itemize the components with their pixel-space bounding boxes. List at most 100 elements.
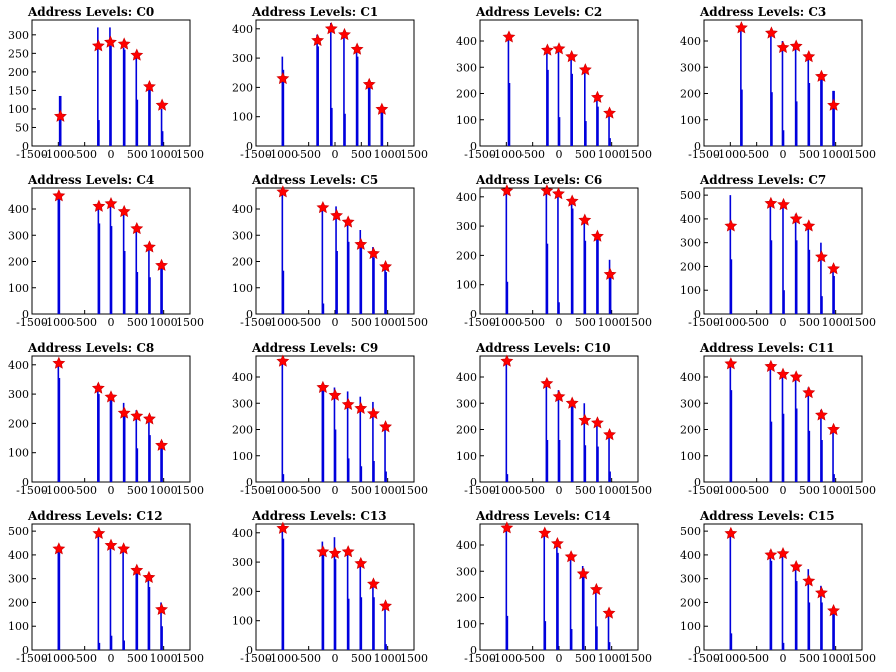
chart-panel: Address Levels: C12 0 100 200 300 400 500 -1500… [0,504,224,672]
bar [583,217,586,314]
y-tick-label: 200 [232,81,253,94]
star-marker [827,604,840,617]
bar [570,629,573,650]
star-marker [551,536,564,550]
chart-svg: Address Levels: C1 0 100 200 300 400 -1500-100… [232,5,428,161]
y-tick-label: 400 [680,35,701,48]
bar [123,408,126,482]
bar [595,588,597,650]
y-tick-label: 0 [246,140,253,153]
chart-title: Address Levels: C14 [475,509,611,523]
bar [136,272,139,314]
x-tick-label: 1500 [176,148,204,161]
y-tick-label: 200 [456,424,477,437]
bar [123,49,126,146]
x-tick-label: 500 [575,316,596,329]
chart-panel: Address Levels: C8 0 100 200 300 400 -1500 -100… [0,336,224,504]
bar [355,52,358,146]
star-marker [350,42,364,55]
chart-svg: Address Levels: C2 0 100 200 300 400 -1500-100… [456,5,652,161]
x-tick-label: -1500 [240,652,272,665]
chart-svg: Address Levels: C15 0 100 200 300 400 500 -1500… [680,509,876,665]
y-tick-label: 100 [232,111,253,124]
star-marker [354,237,368,250]
bar [506,615,509,650]
x-tick-label: 0 [780,316,787,329]
bar [282,270,285,314]
bar [729,533,732,650]
star-marker [552,389,566,403]
bar [557,47,560,146]
chart-svg: Address Levels: C5 0 100 200 300 400 -1500-100… [232,173,428,329]
bar [333,537,336,650]
y-tick-label: 0 [470,308,477,321]
x-tick-label: 0 [332,148,339,161]
x-tick-label: -1000 [42,652,74,665]
y-tick-label: 400 [232,203,253,216]
y-tick-label: 50 [15,121,29,134]
bar [281,56,284,146]
star-marker [328,546,342,559]
x-tick-label: 0 [108,652,115,665]
star-marker [578,213,592,226]
y-tick-label: 100 [680,450,701,463]
star-marker [576,567,590,580]
bar [740,26,742,146]
star-marker [724,357,738,370]
x-tick-label: 1000 [822,148,850,161]
star-marker [379,260,392,273]
bar [110,635,113,650]
x-tick-label: 0 [108,316,115,329]
bar [807,223,810,314]
star-marker [540,376,554,390]
bar [109,27,111,146]
star-marker [724,526,738,539]
bar [347,458,350,482]
bar [584,240,587,314]
x-tick-label: -1500 [240,316,272,329]
bar [281,190,284,314]
bar [148,86,150,146]
bar [346,548,349,650]
star-marker [764,359,778,372]
x-tick-label: -500 [72,484,97,497]
x-tick-label: 500 [351,148,372,161]
bar [557,552,559,650]
x-tick-label: 1500 [624,316,652,329]
chart-title: Address Levels: C13 [251,509,387,523]
bar [334,429,337,482]
y-tick-label: 300 [456,220,477,233]
star-marker [367,577,380,590]
x-tick-label: -1500 [688,484,720,497]
x-tick-label: -500 [744,652,769,665]
star-marker [802,50,816,63]
chart-title: Address Levels: C15 [699,509,835,523]
bar [832,90,834,146]
x-tick-label: 500 [351,484,372,497]
bar [110,398,113,482]
y-tick-label: 300 [680,237,701,250]
bar [781,550,784,650]
bar [546,243,549,314]
star-marker [354,401,368,414]
star-marker [734,21,748,34]
y-tick-label: 400 [456,371,477,384]
x-tick-label: -1000 [266,652,298,665]
y-tick-label: 100 [456,618,477,631]
bar [368,84,371,146]
bar [149,86,151,146]
bar [769,550,772,650]
bar [608,259,611,314]
bar [544,621,547,650]
x-tick-label: 1500 [176,316,204,329]
y-tick-label: 300 [456,565,477,578]
bar [596,422,598,482]
bar [149,435,151,482]
bar [335,206,337,314]
y-tick-label: 400 [8,549,29,562]
bar [372,401,374,482]
y-tick-label: 200 [232,424,253,437]
x-tick-label: -1000 [490,148,522,161]
bar [820,242,822,314]
